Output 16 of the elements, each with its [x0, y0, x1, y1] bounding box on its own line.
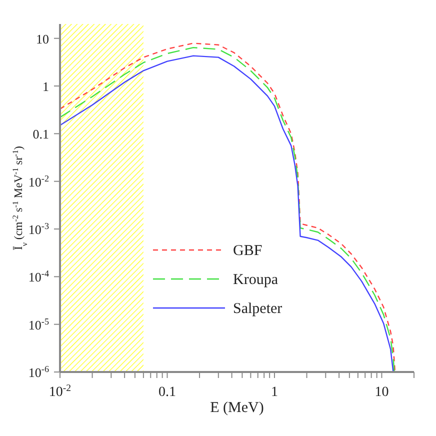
y-tick-label: 10$^{-2}$ — [28, 173, 50, 190]
x-tick-label: 10$^{-2}$ — [48, 382, 72, 400]
legend-label: Salpeter — [233, 301, 282, 317]
y-tick-label: 10$^{-3}$ — [28, 221, 50, 238]
x-axis-title: E (MeV) — [210, 400, 264, 416]
y-tick-label: 10 — [36, 31, 49, 46]
y-tick-label: 1 — [42, 79, 49, 94]
y-tick-label: 10$^{-6}$ — [28, 364, 50, 380]
x-tick-label: 10 — [374, 385, 389, 400]
x-tick-label: 1 — [270, 385, 278, 400]
y-tick-label: 0.1 — [32, 126, 49, 142]
y-tick-label: 10$^{-4}$ — [28, 268, 50, 285]
x-tick-label: 0.1 — [158, 385, 176, 400]
legend-label: GBF — [233, 243, 262, 259]
legend-label: Kroupa — [233, 272, 278, 288]
y-tick-label: 10$^{-5}$ — [28, 316, 50, 332]
